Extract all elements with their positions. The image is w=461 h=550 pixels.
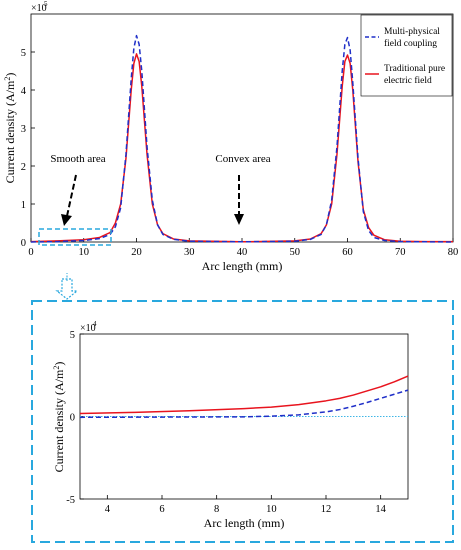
bottom-x-ticks: 4 6 8 10 12 14 bbox=[105, 495, 387, 515]
top-series-group bbox=[30, 34, 454, 243]
legend-label-pure-1: Traditional pure bbox=[384, 64, 445, 74]
bottom-x-tick-label-6: 6 bbox=[159, 504, 164, 515]
top-y-tick-label-0: 0 bbox=[21, 238, 26, 249]
bottom-y-axis-label-sup: 2 bbox=[52, 366, 61, 370]
bottom-series-group bbox=[79, 375, 409, 419]
bottom-x-tick-label-12: 12 bbox=[321, 504, 332, 515]
top-y-axis-label: Current density (A/m2) bbox=[3, 73, 17, 184]
top-x-tick-label-40: 40 bbox=[237, 247, 248, 258]
legend-label-coupling-1: Multi-physical bbox=[384, 27, 440, 37]
bottom-y-tick-label-5: 5 bbox=[70, 330, 75, 341]
top-x-tick-label-60: 60 bbox=[342, 247, 353, 258]
legend-box bbox=[360, 14, 453, 97]
top-y-axis-label-sup: 2 bbox=[3, 77, 12, 81]
top-y-tick-label-3: 3 bbox=[21, 124, 26, 135]
bottom-x-tick-label-8: 8 bbox=[214, 504, 219, 515]
annotation-smooth-area: Smooth area bbox=[50, 153, 105, 165]
bottom-x-tick-label-10: 10 bbox=[266, 504, 277, 515]
top-y-axis-label-close: ) bbox=[3, 73, 17, 77]
top-x-tick-label-70: 70 bbox=[395, 247, 406, 258]
zoom-highlight-box bbox=[38, 228, 112, 246]
top-x-tick-label-80: 80 bbox=[448, 247, 459, 258]
top-x-tick-label-0: 0 bbox=[28, 247, 33, 258]
bottom-y-exponent-base: ×10 bbox=[80, 323, 96, 334]
top-y-tick-label-1: 1 bbox=[21, 200, 26, 211]
zoom-arrow bbox=[55, 273, 79, 300]
bottom-y-axis-label: Current density (A/m2) bbox=[52, 362, 66, 473]
bottom-y-tick-label--5: -5 bbox=[66, 495, 75, 506]
bottom-y-exponent: 4 bbox=[93, 320, 97, 328]
bottom-x-tick-label-4: 4 bbox=[105, 504, 111, 515]
bottom-x-axis-label: Arc length (mm) bbox=[204, 516, 285, 530]
top-y-tick-label-2: 2 bbox=[21, 162, 26, 173]
bottom-chart: 4 6 8 10 12 14 -5 0 5 ×10 4 Arc length (mm) Cur… bbox=[52, 320, 409, 530]
legend-label-coupling-2: field coupling bbox=[384, 38, 437, 49]
bottom-x-tick-label-14: 14 bbox=[375, 504, 386, 515]
top-x-tick-label-20: 20 bbox=[131, 247, 142, 258]
top-x-axis-label: Arc length (mm) bbox=[202, 259, 283, 273]
arrow-smooth-area bbox=[66, 174, 77, 217]
bottom-series-2 bbox=[79, 375, 409, 415]
top-y-tick-label-4: 4 bbox=[21, 86, 27, 97]
top-series-1 bbox=[30, 34, 454, 243]
legend: Multi-physical field coupling Traditiona… bbox=[360, 14, 453, 97]
top-chart: 0 10 20 30 40 50 60 70 80 0 1 2 3 4 5 ×10 5 Arc lengt… bbox=[3, 0, 458, 273]
zoom-frame bbox=[31, 300, 454, 543]
top-y-tick-label-5: 5 bbox=[21, 48, 26, 59]
top-x-tick-label-50: 50 bbox=[290, 247, 301, 258]
bottom-y-tick-label-0: 0 bbox=[70, 413, 75, 424]
bottom-y-axis-label-close: ) bbox=[52, 362, 66, 366]
arrowhead-smooth-area bbox=[61, 214, 72, 226]
top-y-exponent: 5 bbox=[44, 0, 48, 8]
top-x-tick-label-10: 10 bbox=[79, 247, 90, 258]
annotation-convex-area: Convex area bbox=[215, 153, 270, 165]
top-y-exponent-base: ×10 bbox=[31, 3, 47, 14]
top-x-tick-label-30: 30 bbox=[184, 247, 195, 258]
legend-label-pure-2: electric field bbox=[384, 75, 432, 86]
arrowhead-convex-area bbox=[234, 214, 244, 225]
